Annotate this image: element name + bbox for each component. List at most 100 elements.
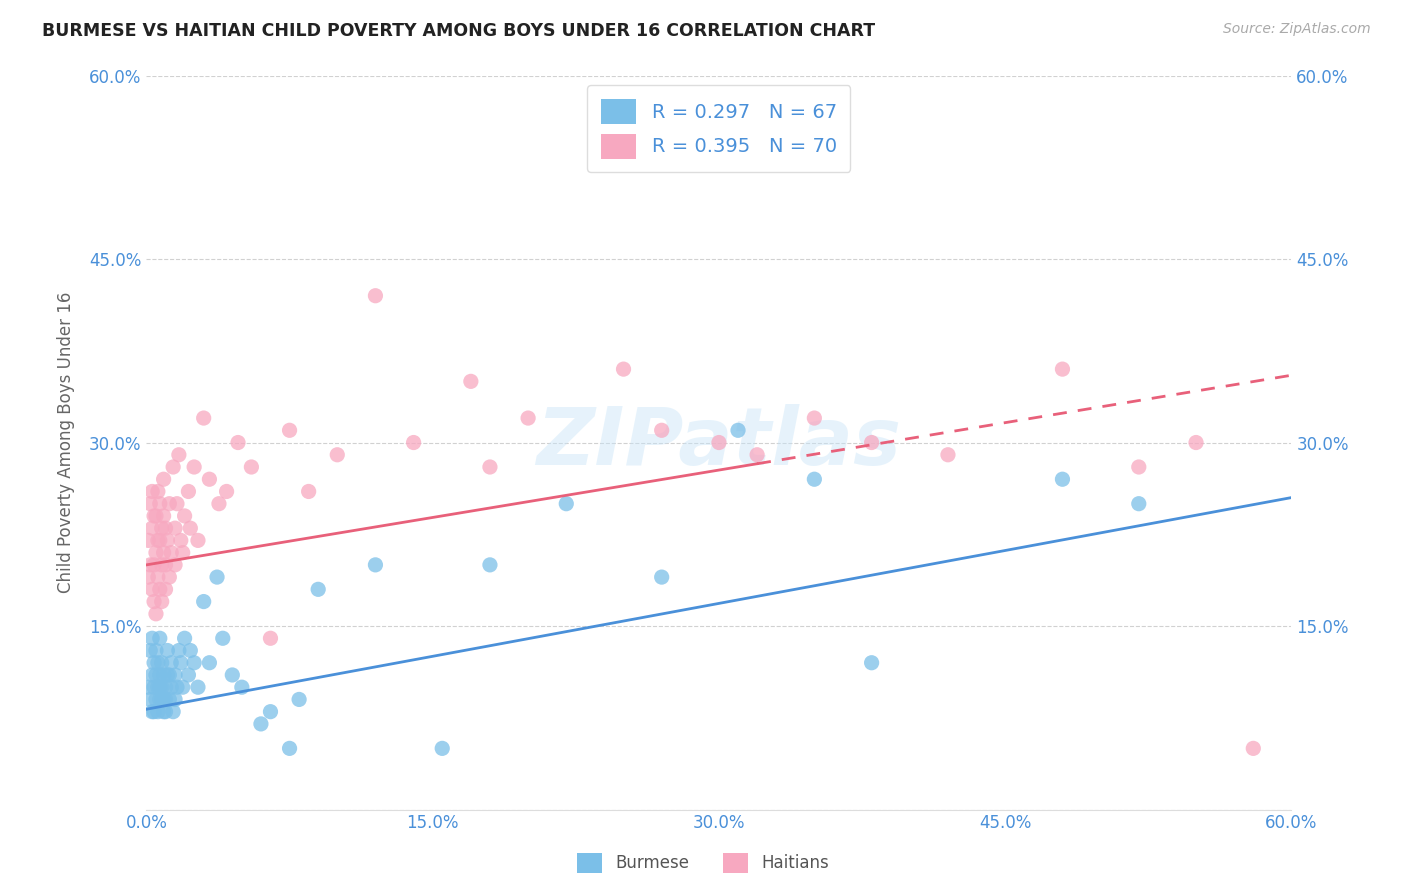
Point <box>1128 460 1150 475</box>
Point <box>141 668 163 682</box>
Point <box>165 558 187 572</box>
Point <box>139 643 162 657</box>
Point <box>177 668 200 682</box>
Point <box>141 582 163 597</box>
Point <box>460 375 482 389</box>
Point <box>860 656 883 670</box>
Point <box>231 680 253 694</box>
Point <box>250 717 273 731</box>
Point <box>432 741 454 756</box>
Point <box>211 632 233 646</box>
Point <box>612 362 634 376</box>
Point <box>240 460 263 475</box>
Point <box>139 558 162 572</box>
Point <box>187 533 209 548</box>
Point <box>803 411 825 425</box>
Point <box>226 435 249 450</box>
Point <box>155 521 177 535</box>
Point <box>141 705 163 719</box>
Point <box>177 484 200 499</box>
Point <box>208 497 231 511</box>
Point <box>1185 435 1208 450</box>
Point <box>152 705 174 719</box>
Point <box>162 705 184 719</box>
Point <box>517 411 540 425</box>
Point <box>155 705 177 719</box>
Point <box>707 435 730 450</box>
Point <box>364 289 387 303</box>
Point <box>156 668 179 682</box>
Point <box>165 668 187 682</box>
Point <box>651 423 673 437</box>
Y-axis label: Child Poverty Among Boys Under 16: Child Poverty Among Boys Under 16 <box>58 292 75 593</box>
Point <box>170 533 193 548</box>
Point <box>162 460 184 475</box>
Point <box>402 435 425 450</box>
Point <box>179 521 201 535</box>
Point <box>146 656 169 670</box>
Point <box>288 692 311 706</box>
Point <box>152 546 174 560</box>
Point <box>160 680 183 694</box>
Point <box>143 558 166 572</box>
Point <box>167 448 190 462</box>
Point <box>193 411 215 425</box>
Point <box>221 668 243 682</box>
Point <box>179 643 201 657</box>
Point <box>149 668 172 682</box>
Point <box>183 656 205 670</box>
Point <box>651 570 673 584</box>
Point <box>145 668 167 682</box>
Point <box>307 582 329 597</box>
Point <box>259 705 281 719</box>
Point <box>143 508 166 523</box>
Point <box>150 680 173 694</box>
Point <box>1052 362 1074 376</box>
Point <box>167 643 190 657</box>
Text: BURMESE VS HAITIAN CHILD POVERTY AMONG BOYS UNDER 16 CORRELATION CHART: BURMESE VS HAITIAN CHILD POVERTY AMONG B… <box>42 22 876 40</box>
Point <box>259 632 281 646</box>
Point <box>727 423 749 437</box>
Point <box>146 705 169 719</box>
Point <box>149 692 172 706</box>
Point <box>478 558 501 572</box>
Text: Source: ZipAtlas.com: Source: ZipAtlas.com <box>1223 22 1371 37</box>
Point <box>278 423 301 437</box>
Point <box>193 594 215 608</box>
Point <box>139 497 162 511</box>
Point <box>160 656 183 670</box>
Point <box>803 472 825 486</box>
Point <box>149 680 172 694</box>
Point <box>1128 497 1150 511</box>
Legend: R = 0.297   N = 67, R = 0.395   N = 70: R = 0.297 N = 67, R = 0.395 N = 70 <box>588 86 851 172</box>
Point <box>478 460 501 475</box>
Point <box>143 705 166 719</box>
Point <box>143 656 166 670</box>
Point <box>157 668 180 682</box>
Point <box>165 521 187 535</box>
Point <box>138 680 160 694</box>
Point <box>157 497 180 511</box>
Point <box>145 643 167 657</box>
Point <box>326 448 349 462</box>
Point <box>145 508 167 523</box>
Point <box>149 497 172 511</box>
Point <box>152 472 174 486</box>
Point <box>156 533 179 548</box>
Point <box>198 656 221 670</box>
Point <box>152 508 174 523</box>
Point <box>364 558 387 572</box>
Point <box>150 558 173 572</box>
Point <box>141 484 163 499</box>
Legend: Burmese, Haitians: Burmese, Haitians <box>571 847 835 880</box>
Point <box>141 632 163 646</box>
Point <box>155 558 177 572</box>
Point <box>555 497 578 511</box>
Point <box>860 435 883 450</box>
Point <box>146 680 169 694</box>
Point <box>145 692 167 706</box>
Point <box>1241 741 1264 756</box>
Point <box>150 656 173 670</box>
Point <box>143 680 166 694</box>
Point <box>146 570 169 584</box>
